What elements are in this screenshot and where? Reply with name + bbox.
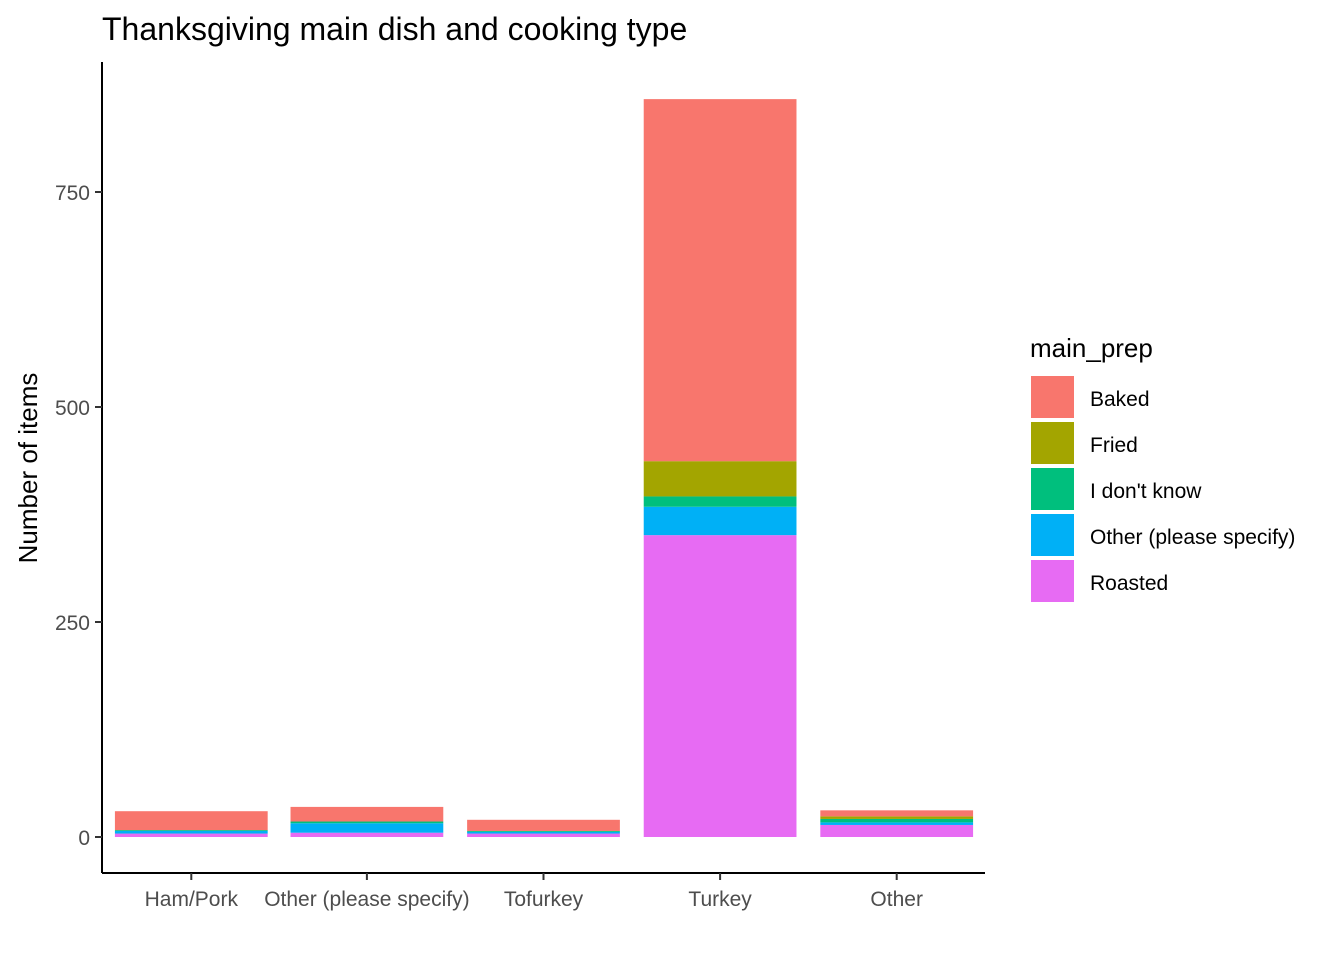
bar-segment-other-roasted: [820, 824, 974, 837]
bar-segment-turkey-fried: [643, 461, 797, 497]
legend-title: main_prep: [1030, 333, 1153, 363]
x-tick-label: Other (please specify): [264, 888, 469, 911]
bar-segment-ham-pork-i-don-t-know: [114, 830, 268, 831]
chart-title: Thanksgiving main dish and cooking type: [102, 11, 687, 47]
bar-segment-other-please-specify-baked: [290, 806, 444, 822]
legend-label: I don't know: [1090, 480, 1202, 503]
bar-segment-other-please-specify-roasted: [290, 832, 444, 837]
legend-label: Other (please specify): [1090, 526, 1295, 549]
bar-segment-ham-pork-roasted: [114, 833, 268, 837]
bar-segment-other-please-specify-other-please-specify: [290, 823, 444, 833]
y-tick-label: 250: [55, 612, 90, 635]
bar-segment-tofurkey-i-don-t-know: [467, 830, 620, 832]
y-tick-label: 0: [78, 827, 90, 850]
bar-segment-tofurkey-baked: [467, 819, 620, 831]
legend: main_prep Baked Fried I don't know Other (p…: [1030, 333, 1295, 602]
bar-segment-other-other-please-specify: [820, 822, 974, 825]
bar-segment-other-please-specify-i-don-t-know: [290, 821, 444, 824]
legend-label: Baked: [1090, 388, 1150, 411]
y-tick-label: 500: [55, 397, 90, 420]
bars-group: [114, 99, 974, 837]
x-tick-label: Turkey: [688, 888, 752, 911]
x-tick-label: Tofurkey: [504, 888, 584, 911]
bar-segment-other-i-don-t-know: [820, 818, 974, 823]
x-tick-label: Other: [870, 888, 923, 911]
legend-swatch: [1031, 376, 1074, 418]
bar-segment-other-baked: [820, 810, 974, 817]
legend-swatch: [1031, 514, 1074, 556]
x-axis: Ham/Pork Other (please specify) Tofurkey Tu…: [102, 872, 985, 911]
legend-swatch: [1031, 468, 1074, 510]
bar-segment-other-fried: [820, 816, 974, 819]
legend-label: Roasted: [1090, 572, 1168, 595]
y-tick-label: 750: [55, 182, 90, 205]
bar-segment-turkey-other-please-specify: [643, 506, 797, 536]
bar-segment-turkey-baked: [643, 99, 797, 462]
legend-swatch: [1031, 560, 1074, 602]
bar-segment-tofurkey-other-please-specify: [467, 831, 620, 834]
bar-segment-turkey-i-don-t-know: [643, 496, 797, 507]
x-tick-label: Ham/Pork: [145, 888, 239, 911]
bar-segment-ham-pork-baked: [114, 811, 268, 831]
y-axis: 0 250 500 750: [55, 62, 103, 873]
legend-swatch: [1031, 422, 1074, 464]
bar-segment-turkey-roasted: [643, 535, 797, 837]
legend-label: Fried: [1090, 434, 1138, 457]
y-axis-title: Number of items: [13, 373, 43, 564]
bar-segment-ham-pork-other-please-specify: [114, 830, 268, 834]
bar-segment-tofurkey-roasted: [467, 833, 620, 837]
